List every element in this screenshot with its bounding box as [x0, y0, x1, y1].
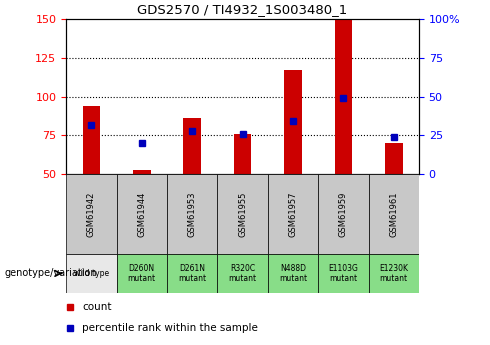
Bar: [133, 169, 150, 174]
Text: GSM61959: GSM61959: [339, 191, 348, 237]
Text: GSM61957: GSM61957: [289, 191, 297, 237]
Bar: [183, 118, 201, 174]
Bar: [167, 254, 218, 293]
Bar: [284, 70, 302, 174]
Text: D260N
mutant: D260N mutant: [128, 264, 156, 283]
Bar: [117, 174, 167, 254]
Bar: [368, 254, 419, 293]
Text: wild type: wild type: [74, 269, 109, 278]
Text: GSM61955: GSM61955: [238, 191, 247, 237]
Bar: [368, 174, 419, 254]
Text: N488D
mutant: N488D mutant: [279, 264, 307, 283]
Bar: [318, 254, 368, 293]
Bar: [318, 174, 368, 254]
Bar: [66, 254, 117, 293]
Bar: [268, 174, 318, 254]
Bar: [385, 143, 403, 174]
Text: GSM61953: GSM61953: [188, 191, 196, 237]
Bar: [82, 106, 100, 174]
Bar: [167, 174, 218, 254]
Text: percentile rank within the sample: percentile rank within the sample: [82, 323, 258, 333]
Bar: [268, 254, 318, 293]
Title: GDS2570 / TI4932_1S003480_1: GDS2570 / TI4932_1S003480_1: [137, 3, 348, 17]
Text: count: count: [82, 302, 112, 312]
Bar: [234, 134, 251, 174]
Text: GSM61942: GSM61942: [87, 191, 96, 237]
Text: R320C
mutant: R320C mutant: [228, 264, 257, 283]
Text: E1230K
mutant: E1230K mutant: [379, 264, 408, 283]
Text: GSM61944: GSM61944: [137, 191, 146, 237]
Text: E1103G
mutant: E1103G mutant: [328, 264, 358, 283]
Bar: [66, 174, 117, 254]
Bar: [335, 19, 352, 174]
Text: genotype/variation: genotype/variation: [5, 268, 98, 278]
Bar: [218, 254, 268, 293]
Text: D261N
mutant: D261N mutant: [178, 264, 206, 283]
Text: GSM61961: GSM61961: [389, 191, 398, 237]
Bar: [218, 174, 268, 254]
Bar: [117, 254, 167, 293]
